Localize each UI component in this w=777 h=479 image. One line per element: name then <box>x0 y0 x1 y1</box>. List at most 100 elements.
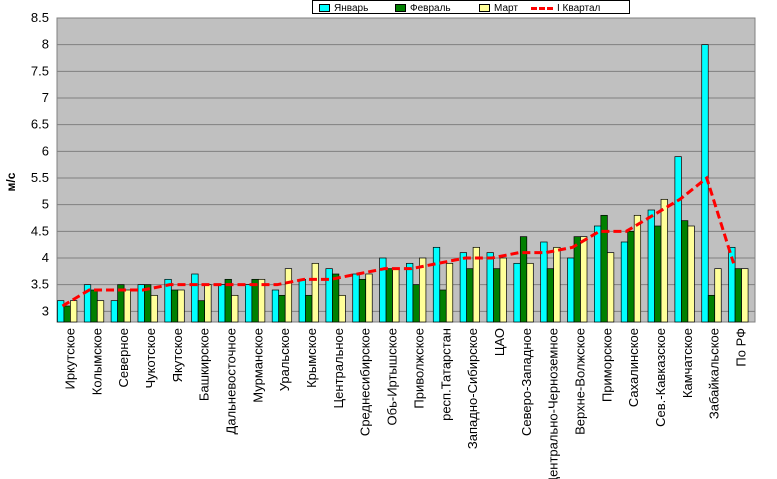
y-tick-label: 7 <box>42 90 49 105</box>
bar <box>204 284 212 323</box>
y-axis-label: м/с <box>4 172 18 192</box>
bar <box>439 289 447 323</box>
legend-item-feb: Февраль <box>395 2 451 14</box>
x-tick-label: Обь-Иртышское <box>385 328 400 425</box>
y-tick-label: 5 <box>42 197 49 212</box>
x-tick-label: Камчатское <box>680 328 695 398</box>
bar <box>513 262 521 323</box>
bar <box>687 225 695 323</box>
bar <box>298 278 306 323</box>
x-tick-label: Верхне-Волжское <box>573 328 588 435</box>
bar <box>385 268 393 323</box>
bar <box>445 262 454 323</box>
y-tick-label: 7.5 <box>31 63 49 78</box>
legend-item-mar: Март <box>479 2 518 14</box>
bar <box>493 268 501 323</box>
legend-line <box>531 6 553 10</box>
bar <box>660 198 668 323</box>
bar <box>580 236 588 323</box>
bar <box>412 284 420 323</box>
bar <box>620 241 629 323</box>
bar <box>70 300 78 323</box>
bar <box>123 289 131 323</box>
bar <box>177 289 185 323</box>
bars <box>57 44 749 323</box>
bar <box>432 246 441 323</box>
bar <box>332 273 340 323</box>
x-tick-label: Якутское <box>170 328 185 382</box>
legend-label: Январь <box>334 2 369 14</box>
bar <box>499 257 507 323</box>
bar <box>150 294 158 323</box>
bar <box>674 156 682 323</box>
bar <box>311 262 319 323</box>
y-tick-label: 8 <box>42 37 49 52</box>
bar <box>284 268 293 323</box>
bar <box>419 257 427 323</box>
bar <box>257 278 266 323</box>
x-tick-label: Среднесибирское <box>358 328 373 436</box>
bar <box>231 294 239 323</box>
x-tick-label: Дальневосточное <box>224 328 239 434</box>
x-tick-label: Мурманское <box>250 328 265 403</box>
x-tick-label: респ.Татарстан <box>438 328 453 421</box>
series-line <box>61 175 736 308</box>
x-tick-label: Центрально-Черноземное <box>546 328 561 479</box>
x-tick-label: Крымское <box>304 328 319 388</box>
bar <box>365 273 373 323</box>
bar <box>406 262 414 323</box>
y-axis: 8.5 8 7.5 7 6.5 6 5.5 5 4.5 4 3.5 3 <box>31 10 49 318</box>
legend: Январь Февраль Март I Квартал <box>312 0 630 14</box>
bar <box>553 246 561 323</box>
x-axis: Иркутское Колымское Северное Чукотское Якутс… <box>62 328 748 479</box>
x-tick-label: Забайкальское <box>707 328 722 419</box>
x-tick-label: Северное <box>116 328 131 387</box>
y-tick-label: 4.5 <box>31 223 49 238</box>
legend-item-jan: Январь <box>319 2 368 14</box>
x-tick-label: Северо-Западное <box>519 328 534 436</box>
bar <box>218 284 226 323</box>
legend-item-quarter: I Квартал <box>531 2 600 14</box>
legend-swatch <box>395 4 406 12</box>
bar <box>191 273 199 323</box>
bar <box>244 284 253 323</box>
bar <box>519 236 528 323</box>
bar <box>567 257 575 323</box>
legend-swatch <box>479 4 490 12</box>
x-tick-label: Сев.-Кавказское <box>653 328 668 427</box>
bar <box>734 268 742 323</box>
bar <box>573 236 581 323</box>
bar <box>170 289 179 323</box>
bar <box>681 220 689 323</box>
bar <box>486 252 494 323</box>
bar <box>546 268 555 323</box>
x-tick-label: Уральское <box>277 328 292 391</box>
grid <box>57 17 755 312</box>
x-tick-label: Сахалинское <box>626 328 641 407</box>
bar <box>707 294 716 323</box>
bar <box>57 300 65 323</box>
bar <box>627 230 635 323</box>
legend-swatch <box>319 4 330 12</box>
x-tick-label: Колымское <box>89 328 104 395</box>
bar <box>325 268 333 323</box>
legend-label: Март <box>494 2 518 14</box>
y-tick-label: 6.5 <box>31 117 49 132</box>
bar <box>606 252 615 323</box>
bar <box>466 268 474 323</box>
bar <box>392 268 400 323</box>
y-tick-label: 3.5 <box>31 277 49 292</box>
bar <box>63 305 71 323</box>
bar <box>714 268 722 323</box>
bar <box>647 209 655 323</box>
legend-label: Февраль <box>410 2 451 14</box>
quarter-line <box>61 175 736 308</box>
legend-label: I Квартал <box>557 2 601 14</box>
bar <box>633 214 642 323</box>
bar <box>741 268 749 323</box>
x-tick-label: Иркутское <box>62 328 77 390</box>
bar <box>654 225 662 323</box>
x-tick-label: Приморское <box>599 328 614 402</box>
bar <box>197 300 206 323</box>
x-tick-label: Чукотское <box>143 328 158 389</box>
